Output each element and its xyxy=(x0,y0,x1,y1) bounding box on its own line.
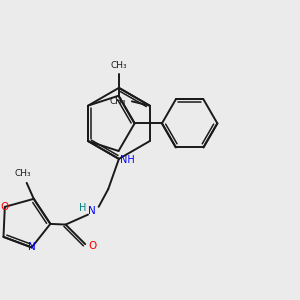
Text: H: H xyxy=(79,203,86,213)
Text: CH₃: CH₃ xyxy=(15,169,32,178)
Text: CH₃: CH₃ xyxy=(110,61,127,70)
Text: O: O xyxy=(1,202,9,212)
Text: N: N xyxy=(28,242,35,252)
Text: NH: NH xyxy=(120,155,135,165)
Text: CH₃: CH₃ xyxy=(110,97,127,106)
Text: N: N xyxy=(88,206,96,216)
Text: O: O xyxy=(89,241,97,251)
